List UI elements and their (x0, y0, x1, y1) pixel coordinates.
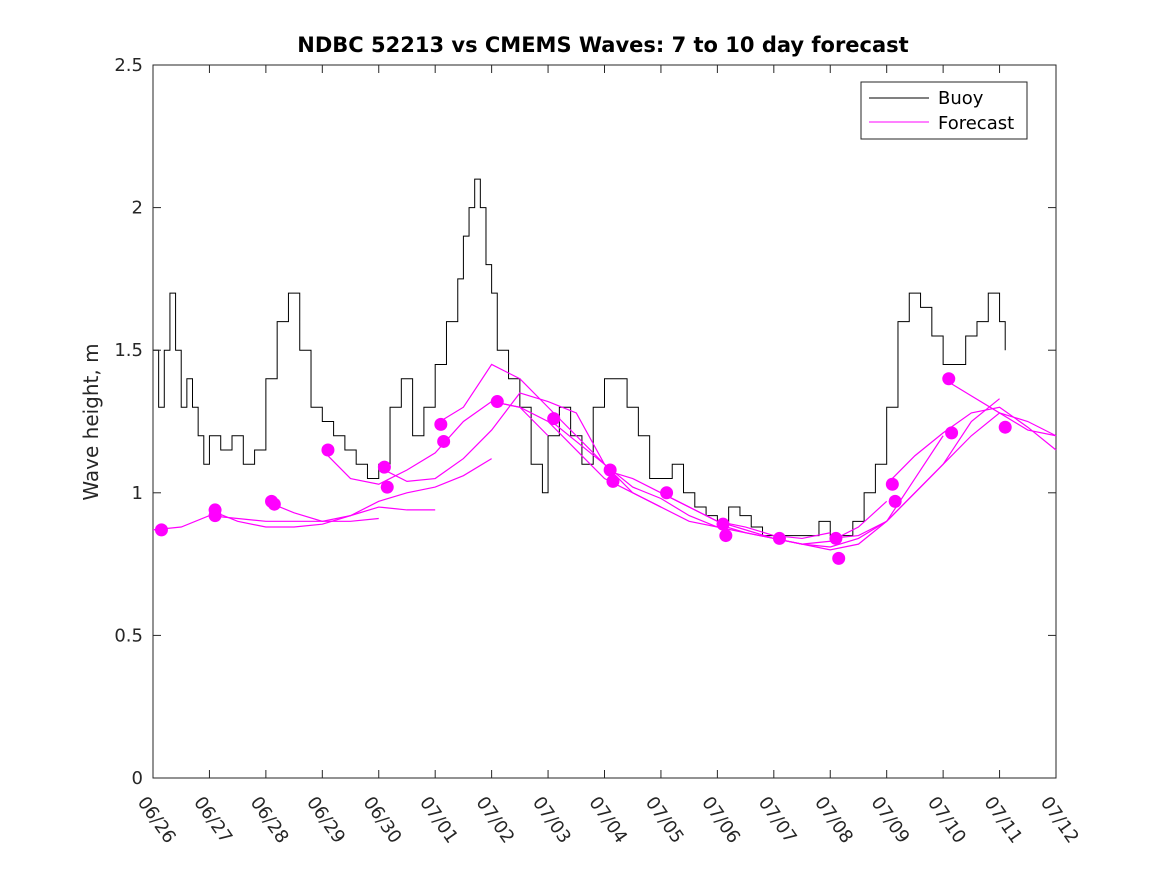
x-tick-label: 06/26 (133, 793, 180, 848)
y-axis: 0 0.5 1 1.5 2 2.5 (114, 55, 1056, 789)
x-tick-label: 07/05 (641, 793, 688, 848)
forecast-start-marker (377, 460, 391, 474)
x-tick-label: 06/27 (189, 793, 236, 848)
forecast-start-marker (719, 529, 733, 543)
x-tick-label: 07/12 (1036, 793, 1083, 848)
y-tick-label: 1 (132, 483, 143, 504)
forecast-line (378, 392, 606, 483)
forecast-start-marker (547, 412, 561, 426)
forecast-line (321, 400, 549, 485)
legend-label-buoy: Buoy (938, 88, 984, 109)
forecast-start-marker (660, 486, 674, 500)
x-tick-label: 06/28 (246, 793, 293, 848)
forecast-start-marker (321, 443, 335, 457)
x-tick-label: 07/01 (415, 793, 462, 848)
x-tick-label: 07/10 (923, 793, 970, 848)
x-tick-label: 07/02 (472, 793, 519, 848)
forecast-series (152, 363, 1057, 551)
forecast-start-marker (434, 417, 448, 431)
forecast-line (830, 412, 1057, 540)
forecast-line (717, 435, 944, 551)
forecast-start-marker (888, 494, 902, 508)
x-tick-label: 07/04 (584, 793, 631, 848)
forecast-line (491, 400, 718, 528)
chart-title: NDBC 52213 vs CMEMS Waves: 7 to 10 day f… (297, 33, 908, 57)
forecast-line (152, 515, 379, 531)
legend: Buoy Forecast (860, 81, 1028, 140)
forecast-start-marker (603, 463, 617, 477)
forecast-line (547, 418, 774, 540)
forecast-line (942, 378, 1057, 437)
forecast-start-marker (942, 372, 956, 386)
x-tick-label: 07/08 (810, 793, 857, 848)
plot-area (152, 64, 1057, 779)
forecast-start-marker (998, 420, 1012, 434)
x-tick-label: 07/03 (528, 793, 575, 848)
forecast-start-marker (437, 434, 451, 448)
y-tick-label: 0 (132, 768, 143, 789)
forecast-markers (154, 372, 1012, 565)
forecast-start-marker (945, 426, 959, 440)
forecast-start-marker (490, 395, 504, 409)
legend-box (860, 81, 1028, 140)
buoy-line (153, 178, 1006, 537)
axes-box (152, 64, 1057, 779)
forecast-start-marker (380, 480, 394, 494)
x-tick-label: 07/11 (979, 793, 1026, 848)
forecast-start-marker (154, 523, 168, 537)
y-tick-label: 0.5 (114, 625, 143, 646)
forecast-line (209, 506, 436, 528)
forecast-start-marker (208, 509, 222, 523)
forecast-line (434, 363, 662, 508)
x-tick-label: 06/29 (302, 793, 349, 848)
forecast-start-marker (267, 497, 281, 511)
y-tick-label: 1.5 (114, 340, 143, 361)
x-tick-label: 07/06 (697, 793, 744, 848)
x-tick-label: 07/07 (754, 793, 801, 848)
forecast-start-marker (832, 551, 846, 565)
y-tick-label: 2.5 (114, 55, 143, 76)
y-tick-label: 2 (132, 198, 143, 219)
forecast-start-marker (829, 531, 843, 545)
y-axis-label: Wave height, m (79, 343, 103, 500)
forecast-start-marker (606, 474, 620, 488)
x-axis: 06/26 06/27 06/28 06/29 06/30 07/01 07/02 07/03… (133, 65, 1083, 847)
forecast-line (265, 458, 492, 522)
x-tick-label: 07/09 (867, 793, 914, 848)
buoy-series (153, 178, 1006, 537)
forecast-start-marker (716, 517, 730, 531)
x-tick-label: 06/30 (359, 793, 406, 848)
forecast-start-marker (885, 477, 899, 491)
forecast-line (886, 406, 1057, 485)
legend-label-forecast: Forecast (938, 113, 1014, 134)
forecast-line (604, 469, 831, 540)
forecast-start-marker (772, 531, 786, 545)
